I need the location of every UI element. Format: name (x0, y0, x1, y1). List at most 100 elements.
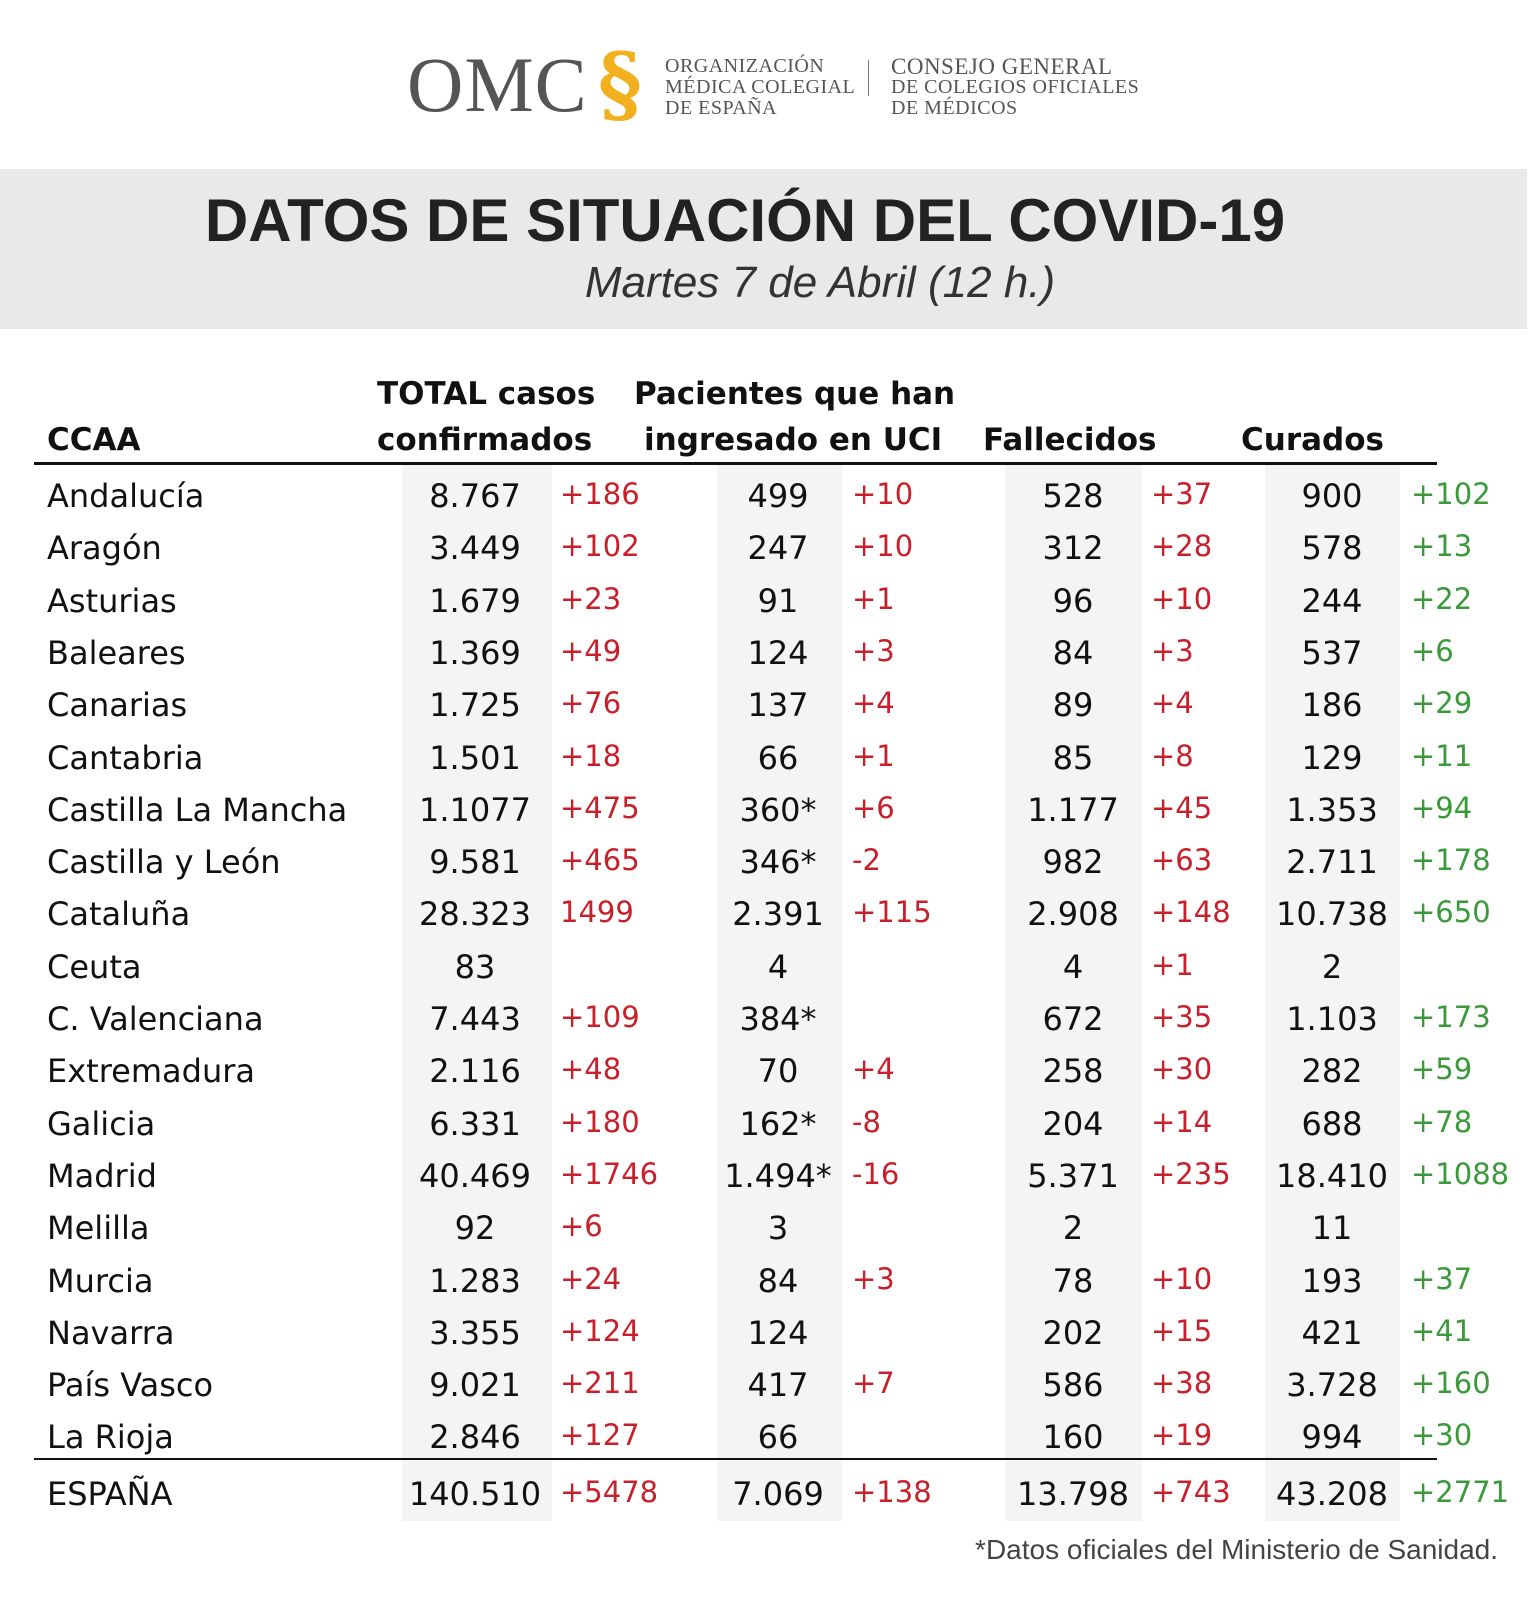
total-change: +18 (560, 738, 622, 773)
uci-value: 1.494* (724, 1156, 832, 1195)
region-name: C. Valenciana (47, 1000, 264, 1038)
curados-value: 2.711 (1286, 843, 1378, 882)
region-name: Aragón (47, 529, 162, 568)
total-value: 1.369 (429, 633, 521, 672)
fallecidos-change: +148 (1151, 895, 1231, 930)
uci-change: +4 (852, 686, 895, 721)
uci-change: +10 (852, 529, 914, 564)
logo-organizacion: ORGANIZACIÓN MÉDICA COLEGIAL DE ESPAÑA (665, 56, 855, 119)
uci-value: 346* (739, 843, 817, 882)
total-value: 83 (454, 947, 496, 986)
fallecidos-change: +743 (1151, 1475, 1231, 1509)
uci-value: 70 (757, 1052, 799, 1091)
curados-change: +160 (1411, 1366, 1491, 1401)
fallecidos-value: 85 (1052, 738, 1094, 777)
curados-change: +178 (1411, 843, 1491, 878)
uci-value: 247 (747, 529, 809, 568)
total-change: +1746 (560, 1156, 659, 1191)
fallecidos-change: +63 (1151, 843, 1213, 878)
curados-change: +11 (1411, 738, 1473, 773)
uci-value: 124 (747, 633, 809, 672)
fallecidos-value: 982 (1042, 843, 1104, 882)
fallecidos-value: 2 (1062, 1209, 1084, 1248)
total-change: +76 (560, 686, 622, 721)
total-change: +48 (560, 1052, 622, 1087)
curados-change: +30 (1411, 1418, 1473, 1453)
total-change: 1499 (560, 895, 634, 930)
uci-value: 137 (747, 686, 809, 725)
fallecidos-value: 5.371 (1027, 1156, 1119, 1195)
total-value: 92 (454, 1209, 496, 1248)
curados-value: 994 (1301, 1418, 1363, 1457)
total-change: +109 (560, 1000, 640, 1034)
fallecidos-value: 13.798 (1017, 1475, 1129, 1513)
col-header-total-line1: TOTAL casos (377, 376, 596, 412)
uci-value: 66 (757, 1418, 799, 1457)
region-name: Extremadura (47, 1052, 255, 1091)
curados-value: 1.353 (1286, 790, 1378, 829)
uci-value: 7.069 (732, 1475, 824, 1513)
fallecidos-change: +235 (1151, 1156, 1231, 1191)
total-value: 40.469 (419, 1156, 531, 1195)
title-banner (0, 169, 1527, 329)
fallecidos-value: 96 (1052, 581, 1094, 620)
total-change: +6 (560, 1209, 603, 1244)
fallecidos-value: 78 (1052, 1261, 1094, 1300)
total-value: 8.767 (429, 477, 521, 515)
page-title: DATOS DE SITUACIÓN DEL COVID-19 (204, 187, 1286, 254)
uci-value: 91 (757, 581, 799, 620)
footnote: *Datos oficiales del Ministerio de Sanid… (975, 1534, 1498, 1565)
curados-value: 18.410 (1276, 1156, 1388, 1195)
fallecidos-change: +10 (1151, 581, 1213, 616)
total-value: 9.021 (429, 1366, 521, 1405)
fallecidos-value: 258 (1042, 1052, 1104, 1091)
fallecidos-change: +10 (1151, 1261, 1213, 1296)
curados-change: +173 (1411, 1000, 1491, 1034)
uci-change: +4 (852, 1052, 895, 1087)
region-name: Cataluña (47, 895, 191, 934)
fallecidos-change: +8 (1151, 738, 1194, 773)
curados-value: 537 (1301, 633, 1363, 672)
region-name: Baleares (47, 633, 186, 672)
total-change: +465 (560, 843, 640, 878)
total-change: +475 (560, 790, 640, 825)
uci-change: -16 (852, 1156, 900, 1191)
uci-change: +3 (852, 1261, 895, 1296)
total-change: +23 (560, 581, 622, 616)
curados-value: 11 (1311, 1209, 1353, 1248)
curados-value: 43.208 (1276, 1475, 1388, 1513)
curados-change: +650 (1411, 895, 1491, 930)
curados-change: +59 (1411, 1052, 1473, 1087)
fallecidos-value: 4 (1062, 947, 1084, 986)
curados-change: +29 (1411, 686, 1473, 721)
fallecidos-value: 672 (1042, 1000, 1104, 1038)
uci-value: 499 (747, 477, 809, 515)
uci-value: 3 (767, 1209, 789, 1248)
curados-value: 900 (1301, 477, 1363, 515)
fallecidos-change: +1 (1151, 947, 1194, 982)
curados-change: +6 (1411, 633, 1454, 668)
col-header-uci-line1: Pacientes que han (634, 376, 956, 412)
total-change: +102 (560, 529, 640, 564)
region-name: Ceuta (47, 947, 142, 986)
total-value: 3.449 (429, 529, 521, 568)
fallecidos-change: +15 (1151, 1313, 1213, 1348)
uci-value: 2.391 (732, 895, 824, 934)
uci-value: 4 (767, 947, 789, 986)
curados-value: 1.103 (1286, 1000, 1378, 1038)
column-shade (1265, 465, 1400, 1521)
total-change: +211 (560, 1366, 640, 1401)
curados-value: 193 (1301, 1261, 1363, 1300)
region-name: Melilla (47, 1209, 150, 1248)
column-shade (717, 465, 842, 1521)
uci-change: +115 (852, 895, 932, 930)
col-header-uci-line2: ingresado en UCI (644, 422, 943, 458)
total-change: +180 (560, 1104, 640, 1139)
total-value: 9.581 (429, 843, 521, 882)
col-header-fallecidos: Fallecidos (983, 422, 1157, 458)
region-name: Castilla y León (47, 843, 281, 882)
uci-change: +1 (852, 581, 895, 616)
fallecidos-change: +3 (1151, 633, 1194, 668)
fallecidos-change: +4 (1151, 686, 1194, 721)
fallecidos-change: +30 (1151, 1052, 1213, 1087)
